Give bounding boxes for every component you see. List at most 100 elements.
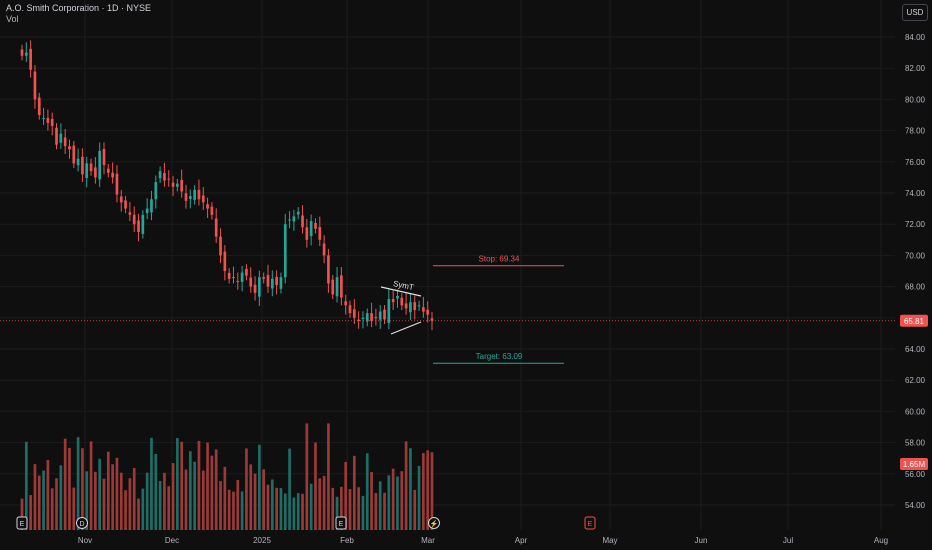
volume-bar [102,478,106,530]
candle-body [102,149,106,165]
candle-body [98,150,102,180]
candle-body [270,278,274,289]
volume-bar [188,451,192,530]
stop-label: Stop: 69.34 [479,255,520,264]
volume-bar [270,479,274,530]
price-tick-label: 72.00 [905,220,926,229]
volume-bar [206,442,209,530]
volume-bar [318,478,322,530]
volume-bar [262,469,266,530]
volume-bar [132,468,136,530]
date-tick-label: Jul [783,536,793,545]
candle-body [81,156,84,175]
volume-bar [98,458,102,530]
volume-bar [42,470,45,530]
candle-body [422,307,425,312]
symbol-title[interactable]: A.O. Smith Corporation · 1D · NYSE [6,3,152,13]
date-tick-label: Dec [165,536,179,545]
candle-body [249,277,253,287]
volume-bar [296,493,300,530]
volume-bar [378,481,382,530]
volume-bar [327,423,330,530]
candle-body [46,118,50,123]
price-tick-label: 54.00 [905,501,926,510]
candle-body [154,182,158,200]
volume-bar [128,478,132,530]
dividend-marker-icon[interactable]: D [76,517,88,529]
candle-body [29,48,32,70]
volume-bar [210,455,214,530]
date-tick-label: Mar [421,536,435,545]
volume-bar [50,488,54,530]
chart-header: A.O. Smith Corporation · 1D · NYSE Vol [6,3,151,25]
candle-body [301,215,304,228]
volume-bar [245,448,248,530]
candle-body [404,303,408,309]
event-marker-label: D [79,521,84,528]
earnings-marker-icon[interactable]: E [335,516,347,530]
candle-body [266,275,270,287]
volume-bar [81,448,84,530]
candle-body [283,224,287,278]
volume-bar [288,448,291,530]
candle-body [124,200,127,209]
candle-body [426,309,430,315]
earnings-marker-icon[interactable]: E [584,516,596,530]
candle-body [292,216,296,222]
volume-bar [137,498,140,530]
volume-bar [193,461,196,530]
volume-bar [223,466,227,530]
volume-bar [400,471,404,530]
candle-body [115,173,119,195]
candle-body [236,280,240,282]
volume-bar [167,486,171,530]
candle-body [327,255,330,284]
earnings-marker-icon[interactable]: E [16,516,28,530]
candle-body [391,299,395,303]
volume-bar [163,472,166,530]
candle-body [145,208,149,213]
candle-body [413,302,417,310]
candle-body [76,158,80,166]
volume-bar [227,489,231,530]
candle-body [370,313,373,321]
volume-bar [115,457,119,530]
news-marker-icon[interactable]: ⚡ [428,517,440,529]
price-tick-label: 60.00 [905,407,926,416]
triangle-lower-line[interactable] [390,321,422,335]
volume-bar [124,490,127,530]
volume-bar [266,484,270,530]
candle-body [318,227,322,240]
candle-body [309,221,313,237]
candle-body [288,219,291,221]
candle-body [322,243,326,256]
price-tick-label: 80.00 [905,95,926,104]
date-tick-label: Jun [695,536,708,545]
target-label: Target: 63.09 [476,352,523,361]
volume-bar [141,488,145,530]
volume-bar [335,496,339,530]
candle-body [232,276,235,278]
candle-body [206,204,209,209]
candle-body [167,178,171,180]
volume-bar [150,437,153,530]
volume-bar [391,468,395,530]
candle-body [240,272,244,282]
candle-body [85,163,89,179]
candle-body [37,97,41,115]
volume-bar [292,497,296,530]
volume-bar [219,481,222,530]
volume-bar [72,487,76,530]
date-tick-label: Apr [515,536,528,545]
volume-bar [275,487,278,530]
candle-body [253,284,257,293]
candle-body [59,133,63,143]
volume-bar [413,489,417,530]
volume-bar [352,455,356,530]
candle-body [258,277,261,297]
event-marker-label: E [588,521,593,528]
date-tick-label: Feb [340,536,354,545]
triangle-upper-line[interactable] [380,286,422,297]
currency-button[interactable]: USD [902,4,928,21]
